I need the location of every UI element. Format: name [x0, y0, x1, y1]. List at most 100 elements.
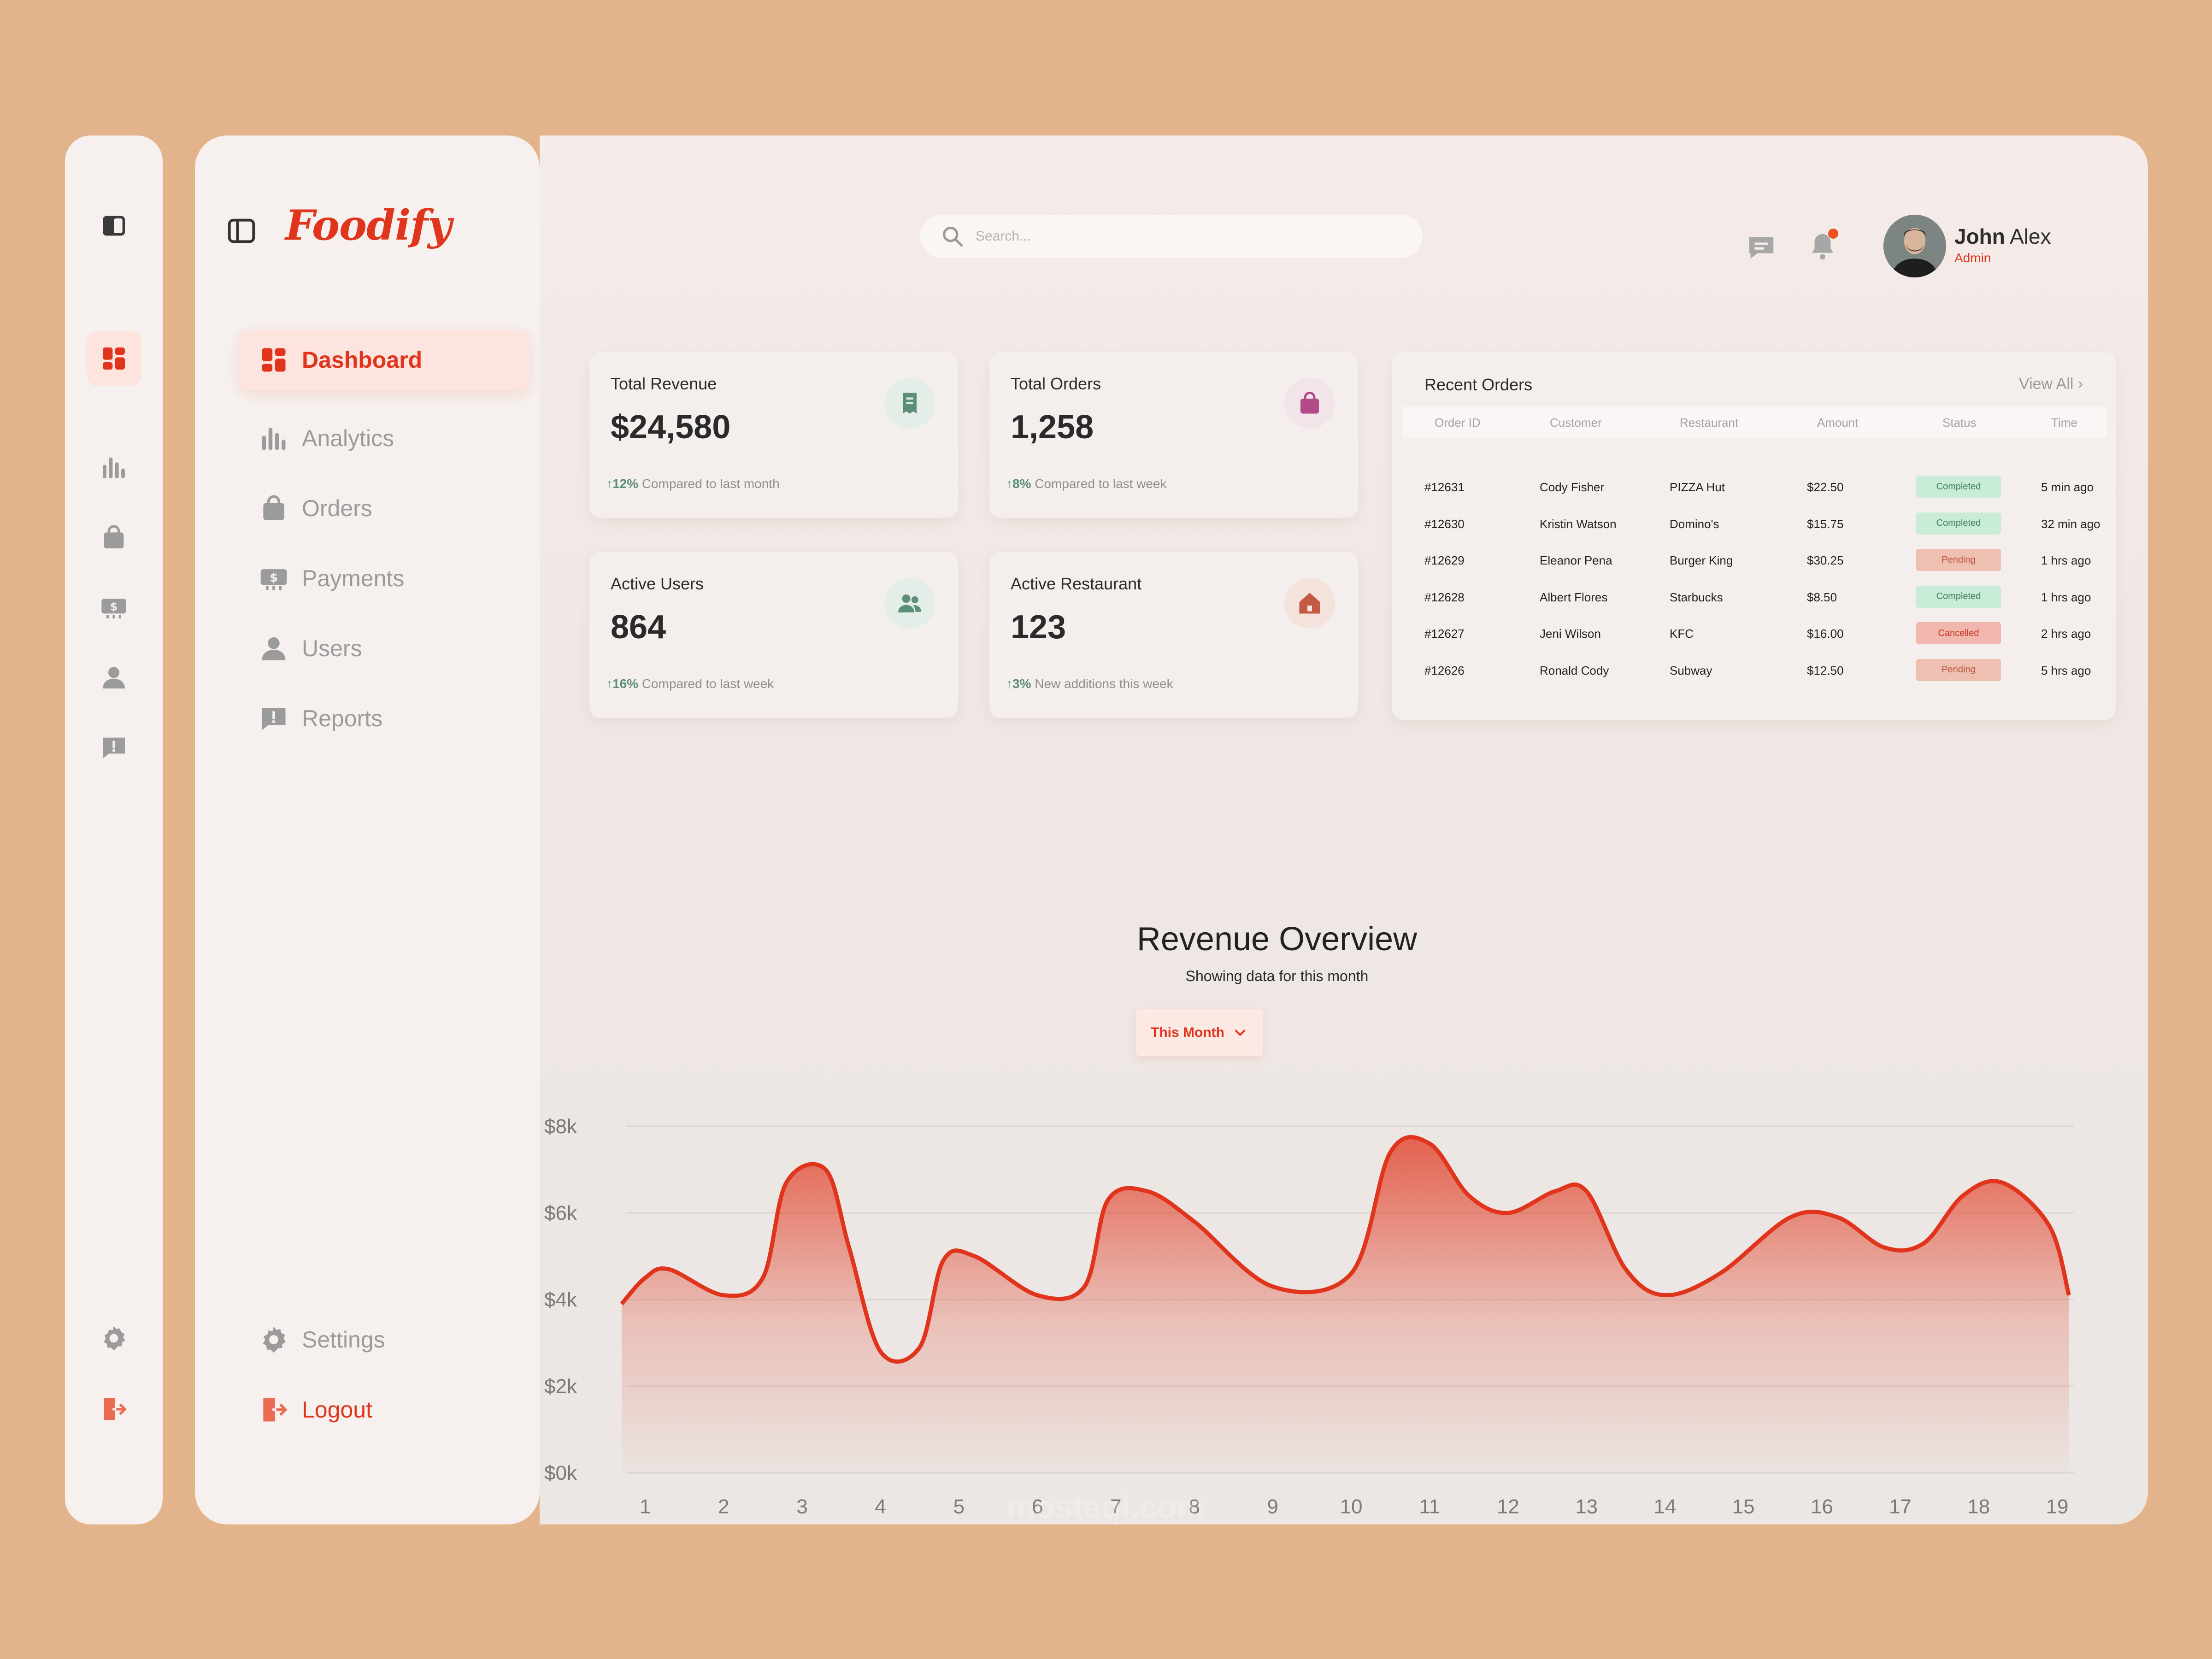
sidebar-item-orders[interactable]: Orders: [239, 478, 529, 538]
cell-customer: Cody Fisher: [1540, 480, 1605, 494]
cell-time: 5 hrs ago: [2041, 663, 2091, 677]
sidebar-item-settings[interactable]: Settings: [239, 1310, 529, 1370]
bar-chart-icon[interactable]: [86, 440, 141, 495]
stat-card-active-users[interactable]: Active Users 864 ↑16% Compared to last w…: [589, 552, 958, 718]
x-tick-label: 10: [1340, 1495, 1363, 1518]
shopping-bag-icon[interactable]: [86, 510, 141, 565]
view-all-link[interactable]: View All ›: [2019, 375, 2083, 393]
revenue-point: [1101, 1194, 1114, 1206]
revenue-point: [1501, 1206, 1514, 1219]
x-tick-label: 17: [1889, 1495, 1912, 1518]
sidebar-item-label: Settings: [302, 1327, 385, 1353]
cell-id: #12630: [1424, 517, 1465, 531]
dashboard-icon[interactable]: [86, 331, 141, 386]
cell-restaurant: Domino's: [1670, 517, 1719, 531]
x-tick-label: 6: [1032, 1495, 1043, 1518]
sidebar-item-analytics[interactable]: Analytics: [239, 408, 529, 468]
sidebar-item-users[interactable]: Users: [239, 618, 529, 678]
table-row[interactable]: #12627 Jeni Wilson KFC $16.00 2 hrs ago Cance…: [1392, 615, 2116, 652]
cell-customer: Jeni Wilson: [1540, 627, 1601, 641]
x-tick-label: 16: [1811, 1495, 1833, 1518]
x-tick-label: 9: [1267, 1495, 1278, 1518]
gear-icon: [258, 1324, 290, 1356]
period-dropdown[interactable]: This Month: [1136, 1009, 1263, 1056]
sidebar-item-logout[interactable]: Logout: [239, 1380, 529, 1440]
svg-text:$: $: [270, 571, 278, 585]
stat-title: Total Orders: [1011, 374, 1101, 393]
x-tick-label: 12: [1497, 1495, 1519, 1518]
revenue-point: [1659, 1289, 1671, 1302]
recent-orders-title: Recent Orders: [1424, 375, 1533, 394]
table-row[interactable]: #12629 Eleanor Pena Burger King $30.25 1 hrs…: [1392, 541, 2116, 578]
stat-card-active-restaurant[interactable]: Active Restaurant 123 ↑3% New additions …: [989, 552, 1358, 718]
cell-id: #12626: [1424, 663, 1465, 677]
gear-icon[interactable]: [86, 1311, 141, 1366]
chevron-right-icon: ›: [2077, 375, 2083, 393]
chat-icon[interactable]: [1743, 229, 1780, 266]
cell-id: #12629: [1424, 553, 1465, 567]
stat-card-total-orders[interactable]: Total Orders 1,258 ↑8% Compared to last …: [989, 352, 1358, 518]
payment-icon[interactable]: $: [86, 580, 141, 635]
y-tick-label: $6k: [544, 1202, 577, 1224]
logout-icon: [258, 1394, 290, 1426]
table-row[interactable]: #12626 Ronald Cody Subway $12.50 5 hrs ago Pe…: [1392, 652, 2116, 688]
logout-icon[interactable]: [86, 1382, 141, 1437]
x-tick-label: 3: [796, 1495, 807, 1518]
revenue-point: [1384, 1146, 1397, 1159]
column-header: Order ID: [1435, 416, 1481, 429]
stat-note: ↑3% New additions this week: [1006, 677, 1173, 691]
revenue-point: [639, 1271, 652, 1284]
user-icon[interactable]: [86, 650, 141, 705]
table-row[interactable]: #12628 Albert Flores Starbucks $8.50 1 hrs a…: [1392, 578, 2116, 615]
search-input[interactable]: [975, 228, 1391, 245]
users-icon: [884, 578, 935, 629]
y-tick-label: $8k: [544, 1115, 577, 1138]
watermark: mostaql.com: [1006, 1489, 1206, 1525]
stat-card-total-revenue[interactable]: Total Revenue $24,580 ↑12% Compared to l…: [589, 352, 958, 518]
revenue-point: [1713, 1267, 1726, 1280]
search-bar[interactable]: [920, 215, 1423, 258]
x-tick-label: 2: [718, 1495, 729, 1518]
cell-time: 1 hrs ago: [2041, 590, 2091, 604]
dashboard-icon: [258, 344, 290, 376]
cell-customer: Kristin Watson: [1540, 517, 1617, 531]
panel-toggle-icon[interactable]: [86, 198, 141, 253]
notification-dot: [1828, 229, 1838, 239]
cell-amount: $12.50: [1807, 663, 1844, 677]
revenue-point: [874, 1345, 887, 1358]
revenue-point: [1784, 1211, 1797, 1224]
column-header: Restaurant: [1680, 416, 1739, 429]
sidebar-item-payments[interactable]: $ Payments: [239, 548, 529, 608]
table-row[interactable]: #12631 Cody Fisher PIZZA Hut $22.50 5 min ag…: [1392, 468, 2116, 505]
revenue-point: [1423, 1137, 1436, 1150]
revenue-point: [717, 1289, 730, 1302]
status-badge: Completed: [1916, 512, 2001, 535]
status-badge: Completed: [1916, 585, 2001, 608]
notification-bell-icon[interactable]: [1804, 228, 1841, 265]
cell-restaurant: Burger King: [1670, 553, 1733, 567]
cell-amount: $8.50: [1807, 590, 1837, 604]
chart-title: Revenue Overview: [1136, 921, 1418, 958]
report-icon[interactable]: [86, 720, 141, 775]
table-row[interactable]: #12630 Kristin Watson Domino's $15.75 32 min…: [1392, 505, 2116, 542]
icon-rail: $: [65, 135, 163, 1524]
revenue-point: [780, 1176, 793, 1189]
home-icon: [1284, 578, 1335, 629]
report-icon: [258, 702, 290, 735]
sidebar-item-label: Logout: [302, 1397, 372, 1423]
payment-icon: $: [258, 562, 290, 594]
cell-time: 2 hrs ago: [2041, 627, 2091, 641]
stat-note: ↑16% Compared to last week: [606, 677, 774, 691]
revenue-area: [621, 1137, 2069, 1473]
sidebar-collapse-icon[interactable]: [225, 215, 258, 247]
sidebar-item-reports[interactable]: Reports: [239, 688, 529, 748]
status-badge: Pending: [1916, 549, 2001, 571]
svg-text:$: $: [110, 600, 118, 613]
y-tick-label: $0k: [544, 1462, 577, 1484]
stat-title: Total Revenue: [611, 374, 717, 393]
cell-restaurant: PIZZA Hut: [1670, 480, 1725, 494]
avatar[interactable]: [1883, 215, 1946, 277]
x-tick-label: 8: [1188, 1495, 1200, 1518]
stat-value: 123: [1011, 609, 1066, 646]
sidebar-item-dashboard[interactable]: Dashboard: [239, 330, 529, 390]
